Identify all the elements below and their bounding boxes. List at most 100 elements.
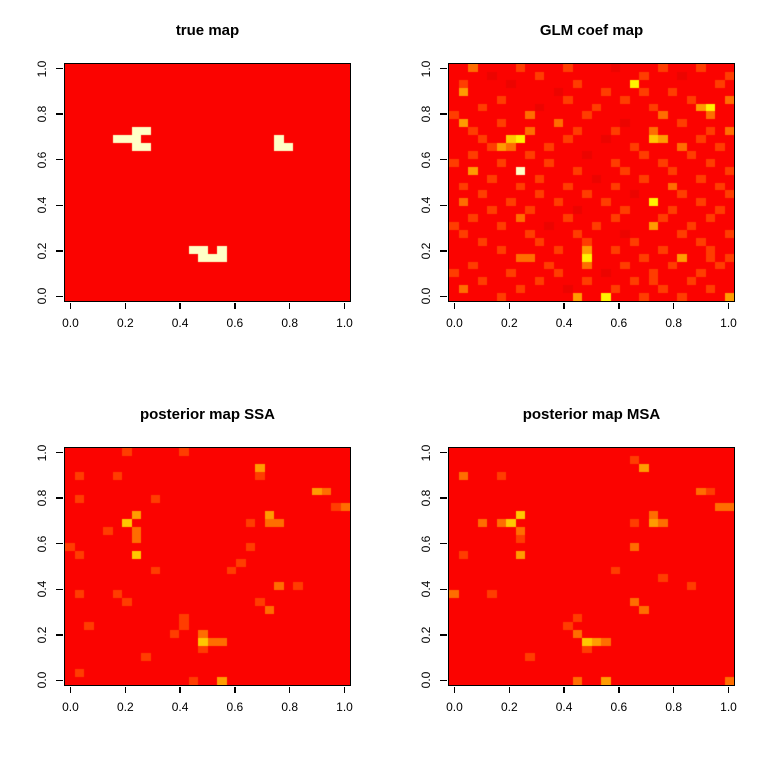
y-axis-tick: [56, 451, 63, 454]
x-axis-tick-label: 0.6: [610, 700, 628, 714]
x-axis-tick: [453, 687, 456, 693]
plot-box: [447, 446, 735, 686]
x-axis-tick-label: 0.0: [62, 316, 79, 330]
y-axis-tick: [56, 634, 63, 636]
x-axis-tick-label: 0.0: [446, 700, 463, 714]
panel-title: GLM coef map: [539, 22, 644, 39]
x-axis-tick: [288, 303, 291, 309]
y-axis-tick: [440, 204, 447, 207]
y-axis-tick: [56, 542, 63, 545]
x-axis-tick-label: 0.8: [281, 700, 299, 714]
x-axis-tick: [672, 687, 675, 693]
x-axis-tick-label: 0.4: [171, 316, 189, 330]
y-axis-tick: [440, 451, 447, 454]
x-axis-tick-label: 0.2: [500, 316, 518, 330]
plot-box: [63, 62, 351, 302]
x-axis-tick: [508, 687, 511, 693]
y-axis-tick-label: 0.8: [419, 105, 433, 123]
y-axis-tick: [56, 250, 63, 252]
plot-box: [63, 446, 351, 686]
heatmap-canvas: [64, 447, 350, 685]
y-axis-tick: [440, 542, 447, 545]
x-axis-tick: [618, 303, 620, 309]
x-axis-tick-label: 1.0: [336, 700, 353, 714]
y-axis-tick-label: 0.2: [419, 626, 433, 644]
y-axis-tick-label: 0.6: [35, 535, 49, 553]
y-axis-tick: [440, 588, 447, 591]
x-axis-tick: [234, 687, 236, 693]
y-axis-tick-label: 1.0: [35, 60, 49, 77]
y-axis-tick: [440, 679, 447, 682]
y-axis-tick: [56, 497, 63, 499]
y-axis-tick: [56, 113, 63, 115]
x-axis-tick-label: 0.6: [226, 316, 244, 330]
panel-glm-coef-map: GLM coef map 0.0 0.2 0.4 0.6 0.8 1.0 0.0 0.2 0.4…: [384, 0, 768, 384]
y-axis-tick-label: 0.8: [35, 105, 49, 123]
y-axis-tick-label: 0.0: [35, 288, 49, 305]
x-axis-tick: [179, 687, 181, 693]
y-axis-tick-label: 0.0: [35, 672, 49, 689]
y-axis-tick-label: 0.6: [419, 151, 433, 169]
x-axis-tick: [343, 303, 346, 309]
y-axis-tick-label: 0.4: [419, 196, 433, 214]
x-axis-tick-label: 0.4: [555, 316, 573, 330]
y-axis-tick: [56, 588, 63, 591]
y-axis-tick-label: 0.2: [35, 242, 49, 260]
x-axis-tick-label: 0.8: [665, 700, 683, 714]
plot-box: [447, 62, 735, 302]
x-axis-tick: [508, 303, 511, 309]
y-axis-tick: [440, 113, 447, 115]
x-axis-tick-label: 0.2: [116, 316, 134, 330]
x-axis-tick: [179, 303, 181, 309]
heatmap-canvas: [64, 63, 350, 301]
panel-title: true map: [175, 22, 240, 39]
x-axis-tick: [672, 303, 675, 309]
y-axis-tick-label: 0.2: [419, 242, 433, 260]
x-axis-tick: [124, 687, 127, 693]
x-axis-tick: [453, 303, 456, 309]
y-axis-tick-label: 0.4: [419, 580, 433, 598]
x-axis-tick-label: 0.4: [555, 700, 573, 714]
x-axis-tick-label: 0.0: [62, 700, 79, 714]
y-axis-tick-label: 0.8: [35, 489, 49, 507]
panel-posterior-map-ssa: posterior map SSA 0.0 0.2 0.4 0.6 0.8 1.0 0.0 0…: [0, 384, 384, 768]
x-axis-tick-label: 0.2: [500, 700, 518, 714]
y-axis-tick-label: 0.6: [35, 151, 49, 169]
y-axis-tick-label: 0.4: [35, 580, 49, 598]
x-axis-tick-label: 0.6: [610, 316, 628, 330]
x-axis-tick-label: 0.0: [446, 316, 463, 330]
x-axis-tick-label: 0.8: [281, 316, 299, 330]
y-axis-tick-label: 0.4: [35, 196, 49, 214]
y-axis-tick-label: 0.2: [35, 626, 49, 644]
y-axis-tick: [440, 497, 447, 499]
y-axis-tick: [440, 295, 447, 298]
heatmap-canvas: [448, 447, 734, 685]
x-axis-tick-label: 0.8: [665, 316, 683, 330]
x-axis-tick: [563, 303, 565, 309]
y-axis-tick: [56, 158, 63, 161]
x-axis-tick: [69, 687, 72, 693]
x-axis-tick: [618, 687, 620, 693]
x-axis-tick: [563, 687, 565, 693]
panel-title: posterior map MSA: [522, 406, 661, 423]
x-axis-tick-label: 1.0: [336, 316, 353, 330]
y-axis-tick-label: 0.0: [419, 288, 433, 305]
y-axis-tick-label: 0.8: [419, 489, 433, 507]
y-axis-tick-label: 1.0: [35, 444, 49, 461]
y-axis-tick: [440, 634, 447, 636]
x-axis-tick: [69, 303, 72, 309]
y-axis-tick-label: 0.6: [419, 535, 433, 553]
x-axis-tick: [343, 687, 346, 693]
x-axis-tick: [234, 303, 236, 309]
y-axis-tick: [440, 250, 447, 252]
x-axis-tick-label: 1.0: [720, 316, 737, 330]
panel-posterior-map-msa: posterior map MSA 0.0 0.2 0.4 0.6 0.8 1.0 0.0 0…: [384, 384, 768, 768]
x-axis-tick-label: 1.0: [720, 700, 737, 714]
y-axis-tick: [56, 679, 63, 682]
y-axis-tick-label: 1.0: [419, 444, 433, 461]
panel-true-map: true map 0.0 0.2 0.4 0.6 0.8 1.0 0.0 0.2 0.4 0.6 0…: [0, 0, 384, 384]
x-axis-tick: [727, 303, 730, 309]
y-axis-tick: [56, 67, 63, 70]
y-axis-tick-label: 0.0: [419, 672, 433, 689]
